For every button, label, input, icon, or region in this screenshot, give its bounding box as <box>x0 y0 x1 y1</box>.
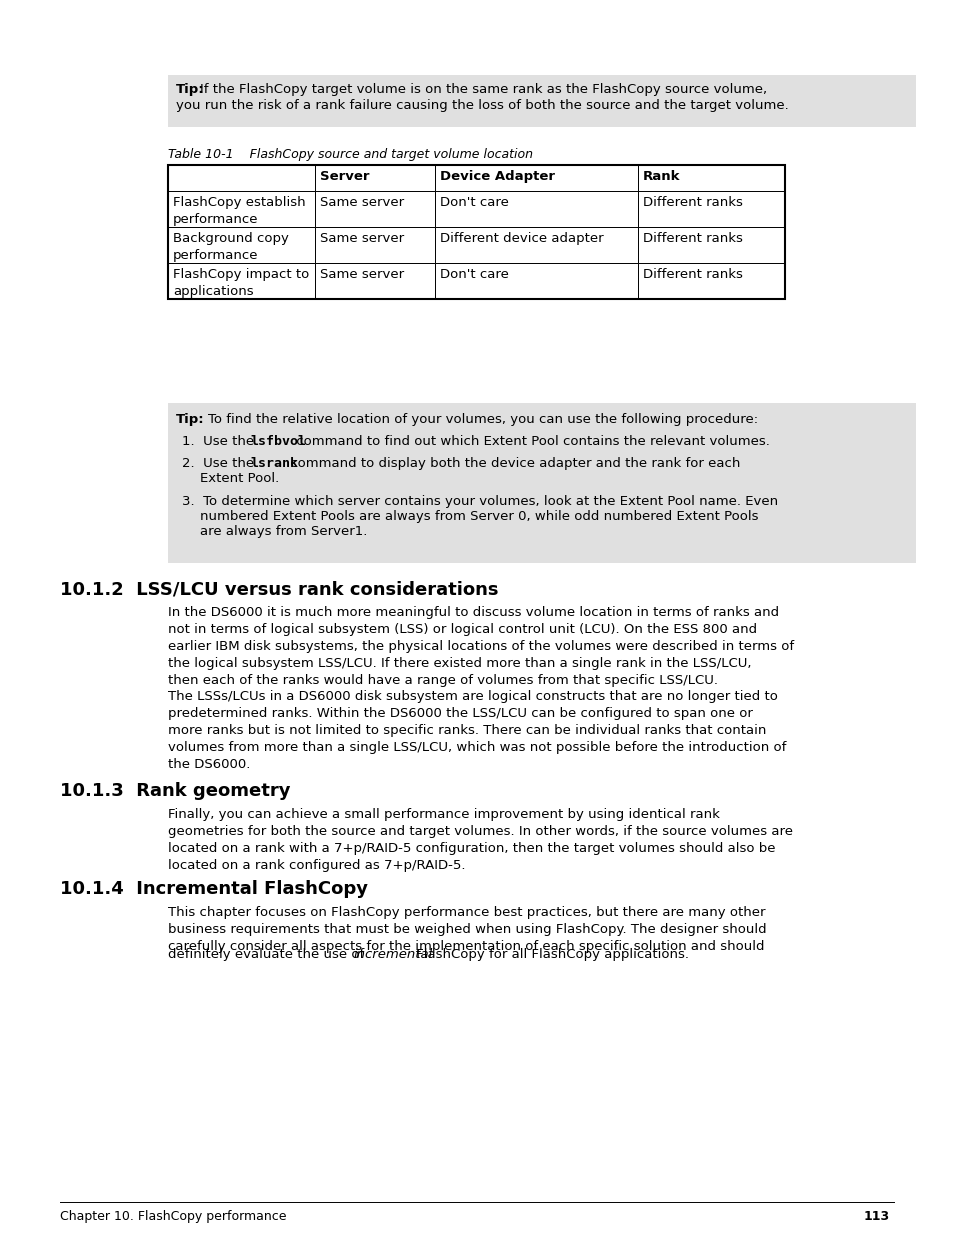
Text: Different ranks: Different ranks <box>642 232 741 245</box>
Text: 3.  To determine which server contains your volumes, look at the Extent Pool nam: 3. To determine which server contains yo… <box>182 495 778 508</box>
Text: 10.1.4  Incremental FlashCopy: 10.1.4 Incremental FlashCopy <box>60 881 368 898</box>
Bar <box>637 191 784 227</box>
Text: Different ranks: Different ranks <box>642 196 741 209</box>
Bar <box>637 165 784 191</box>
Bar <box>637 263 784 299</box>
Text: Tip:: Tip: <box>175 83 204 96</box>
Text: 1.  Use the: 1. Use the <box>182 435 258 448</box>
Bar <box>168 75 915 127</box>
Text: lsrank: lsrank <box>250 457 297 471</box>
Text: 10.1.3  Rank geometry: 10.1.3 Rank geometry <box>60 782 291 800</box>
Text: 10.1.2  LSS/LCU versus rank considerations: 10.1.2 LSS/LCU versus rank consideration… <box>60 580 498 598</box>
Text: FlashCopy for all FlashCopy applications.: FlashCopy for all FlashCopy applications… <box>412 948 688 961</box>
Bar <box>315 263 435 299</box>
Text: Don't care: Don't care <box>440 268 509 282</box>
Bar <box>168 227 315 263</box>
Text: Tip:: Tip: <box>175 412 204 426</box>
Text: numbered Extent Pools are always from Server 0, while odd numbered Extent Pools: numbered Extent Pools are always from Se… <box>200 510 758 522</box>
Text: Different device adapter: Different device adapter <box>440 232 603 245</box>
Text: Chapter 10. FlashCopy performance: Chapter 10. FlashCopy performance <box>60 1210 286 1223</box>
Text: To find the relative location of your volumes, you can use the following procedu: To find the relative location of your vo… <box>208 412 758 426</box>
Bar <box>168 165 784 299</box>
Bar <box>435 191 637 227</box>
Bar <box>315 227 435 263</box>
Bar <box>168 403 915 563</box>
Text: Background copy
performance: Background copy performance <box>172 232 289 262</box>
Text: 113: 113 <box>863 1210 889 1223</box>
Bar <box>435 227 637 263</box>
Text: command to display both the device adapter and the rank for each: command to display both the device adapt… <box>286 457 740 471</box>
Bar <box>637 227 784 263</box>
Text: incremental: incremental <box>354 948 433 961</box>
Text: Same server: Same server <box>320 268 404 282</box>
Text: Extent Pool.: Extent Pool. <box>200 472 279 485</box>
Text: are always from Server1.: are always from Server1. <box>200 525 367 538</box>
Text: 2.  Use the: 2. Use the <box>182 457 258 471</box>
Text: Finally, you can achieve a small performance improvement by using identical rank: Finally, you can achieve a small perform… <box>168 808 792 872</box>
Text: FlashCopy impact to
applications: FlashCopy impact to applications <box>172 268 309 298</box>
Text: If the FlashCopy target volume is on the same rank as the FlashCopy source volum: If the FlashCopy target volume is on the… <box>200 83 766 96</box>
Text: Device Adapter: Device Adapter <box>440 170 555 183</box>
Bar <box>435 165 637 191</box>
Text: definitely evaluate the use of: definitely evaluate the use of <box>168 948 368 961</box>
Text: Don't care: Don't care <box>440 196 509 209</box>
Bar <box>315 191 435 227</box>
Bar <box>168 263 315 299</box>
Text: Different ranks: Different ranks <box>642 268 741 282</box>
Text: Table 10-1    FlashCopy source and target volume location: Table 10-1 FlashCopy source and target v… <box>168 148 533 161</box>
Bar <box>435 263 637 299</box>
Bar <box>168 191 315 227</box>
Text: In the DS6000 it is much more meaningful to discuss volume location in terms of : In the DS6000 it is much more meaningful… <box>168 606 793 687</box>
Text: This chapter focuses on FlashCopy performance best practices, but there are many: This chapter focuses on FlashCopy perfor… <box>168 906 766 953</box>
Text: Rank: Rank <box>642 170 679 183</box>
Text: Same server: Same server <box>320 232 404 245</box>
Text: Same server: Same server <box>320 196 404 209</box>
Text: FlashCopy establish
performance: FlashCopy establish performance <box>172 196 305 226</box>
Text: The LSSs/LCUs in a DS6000 disk subsystem are logical constructs that are no long: The LSSs/LCUs in a DS6000 disk subsystem… <box>168 690 785 771</box>
Text: you run the risk of a rank failure causing the loss of both the source and the t: you run the risk of a rank failure causi… <box>175 99 788 112</box>
Bar <box>315 165 435 191</box>
Text: command to find out which Extent Pool contains the relevant volumes.: command to find out which Extent Pool co… <box>292 435 769 448</box>
Text: Server: Server <box>320 170 370 183</box>
Text: lsfbvol: lsfbvol <box>250 435 306 448</box>
Bar <box>168 165 315 191</box>
